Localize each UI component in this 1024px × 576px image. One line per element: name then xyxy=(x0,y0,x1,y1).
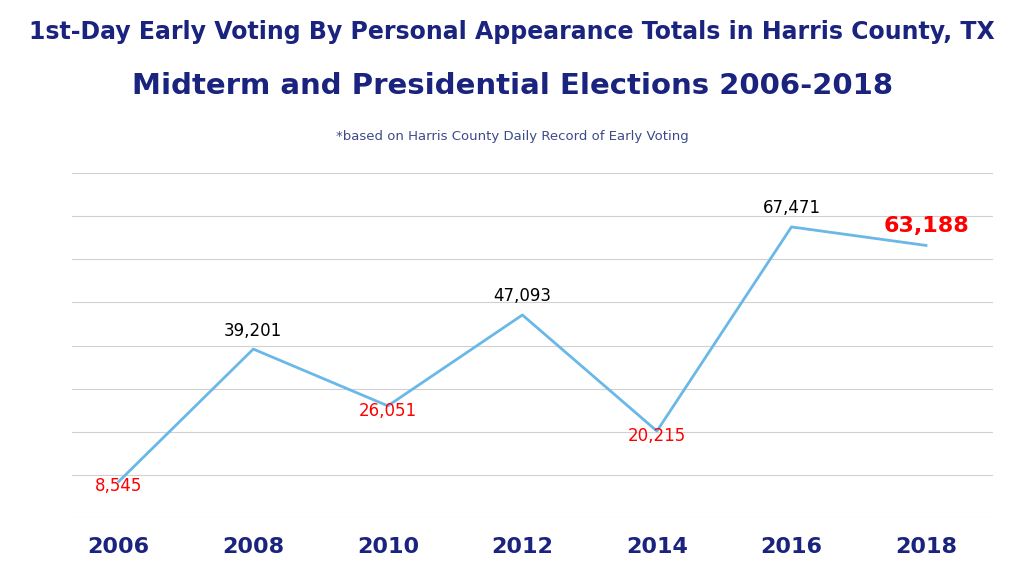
Text: 1st-Day Early Voting By Personal Appearance Totals in Harris County, TX: 1st-Day Early Voting By Personal Appeara… xyxy=(29,20,995,44)
Text: *based on Harris County Daily Record of Early Voting: *based on Harris County Daily Record of … xyxy=(336,130,688,143)
Text: Midterm and Presidential Elections 2006-2018: Midterm and Presidential Elections 2006-… xyxy=(131,72,893,100)
Text: 47,093: 47,093 xyxy=(494,287,551,305)
Text: 20,215: 20,215 xyxy=(628,427,686,445)
Text: 63,188: 63,188 xyxy=(883,216,969,236)
Text: 26,051: 26,051 xyxy=(358,401,417,420)
Text: 39,201: 39,201 xyxy=(224,321,283,339)
Text: 8,545: 8,545 xyxy=(95,478,142,495)
Text: 67,471: 67,471 xyxy=(763,199,820,217)
